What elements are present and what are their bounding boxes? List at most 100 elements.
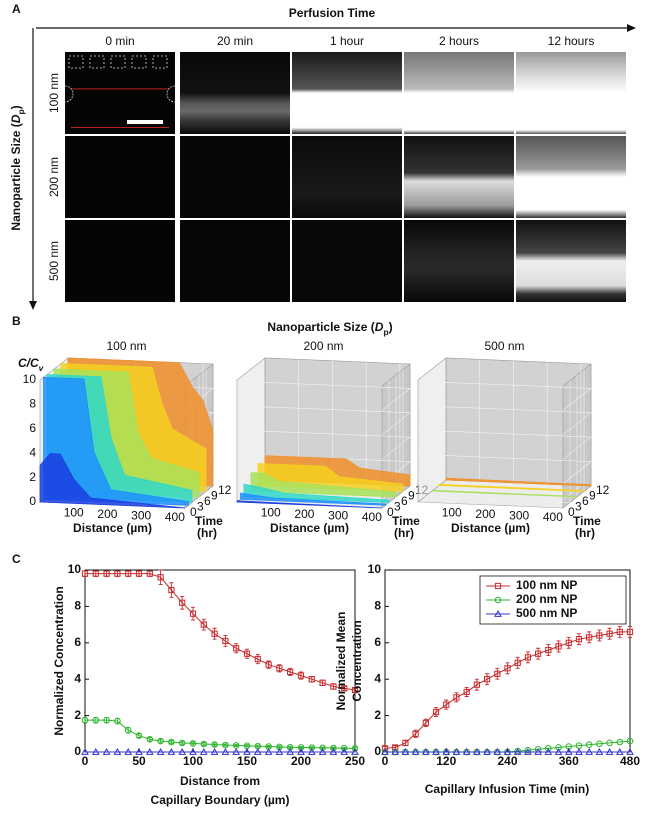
data-point — [211, 630, 218, 637]
data-point — [221, 747, 230, 755]
data-point — [297, 672, 305, 679]
data-point — [308, 676, 315, 683]
data-point — [135, 732, 143, 739]
data-point — [585, 741, 593, 749]
data-point — [340, 747, 349, 755]
data-point — [243, 650, 251, 657]
time-tick-label: 0 — [190, 505, 197, 519]
y-tick-label: 0 — [74, 744, 81, 758]
legend-marker — [494, 596, 502, 604]
scale-bar — [127, 120, 163, 124]
error-bar — [158, 738, 163, 744]
distance-tick-label: 100 — [442, 506, 462, 520]
data-point — [513, 747, 522, 755]
y-tick-label: 6 — [74, 635, 81, 649]
error-bar — [546, 644, 551, 656]
time-tick-label: 12 — [596, 483, 610, 497]
data-point — [114, 570, 121, 577]
data-point — [265, 661, 272, 668]
axis-title-part: p — [16, 109, 26, 114]
data-point — [535, 650, 542, 657]
distance-tick-label: 300 — [328, 508, 348, 522]
z-axis-title-part: C/C — [18, 356, 39, 370]
plot-title: 200 nm — [303, 339, 343, 353]
y-tick-label: 4 — [74, 671, 81, 685]
port-outline — [64, 85, 74, 103]
z-tick-label: 10 — [23, 372, 37, 386]
data-point — [564, 747, 573, 755]
row-label: 500 nm — [47, 241, 61, 281]
data-point — [351, 747, 359, 755]
data-point — [318, 747, 327, 755]
x-tick-label: 0 — [382, 754, 389, 768]
error-bar — [576, 633, 581, 646]
error-bar — [342, 686, 347, 691]
data-point — [555, 744, 562, 751]
data-point — [626, 747, 634, 755]
data-point — [145, 747, 154, 755]
y-tick-label: 10 — [368, 562, 382, 576]
data-point — [565, 639, 572, 646]
plot-frame — [84, 569, 356, 753]
data-point — [103, 716, 110, 724]
data-point — [483, 676, 491, 683]
y-axis-title: Normalized Concentration — [52, 586, 66, 735]
data-point — [463, 688, 470, 696]
panel-label: B — [12, 314, 21, 328]
micrograph — [65, 136, 175, 218]
error-bar — [223, 743, 228, 747]
data-point — [616, 628, 623, 635]
data-point — [443, 701, 450, 708]
x-tick-label: 150 — [237, 754, 257, 768]
data-point — [113, 747, 122, 755]
data-point — [401, 747, 410, 755]
distance-tick-label: 300 — [509, 508, 529, 522]
error-bar — [212, 627, 217, 640]
error-bar — [191, 606, 195, 621]
error-bar — [434, 706, 439, 717]
data-point — [586, 634, 593, 641]
data-point — [596, 632, 603, 639]
distance-tick-label: 300 — [131, 508, 151, 522]
data-point — [493, 747, 502, 755]
micrograph — [292, 136, 402, 218]
panel-label: C — [12, 552, 21, 566]
x-tick-label: 480 — [620, 754, 640, 768]
micrograph — [516, 220, 626, 302]
data-point — [514, 659, 521, 666]
time-tick-label: 6 — [401, 494, 408, 508]
data-point — [92, 716, 100, 724]
error-bar — [245, 648, 249, 659]
error-bar — [525, 651, 530, 664]
time-tick-label: 3 — [575, 500, 582, 514]
error-bar — [223, 635, 228, 647]
data-point — [626, 628, 634, 635]
distance-tick-label: 400 — [362, 510, 382, 524]
data-point — [544, 747, 553, 755]
micrograph — [180, 136, 290, 218]
data-point — [307, 747, 316, 755]
data-point — [156, 747, 165, 755]
data-point — [473, 681, 480, 688]
time-tick-label: 6 — [204, 494, 211, 508]
data-point — [402, 739, 409, 746]
data-point — [391, 747, 400, 755]
data-point — [168, 586, 175, 594]
port-outline — [166, 85, 176, 103]
data-point — [135, 570, 143, 577]
concentration-surface — [240, 492, 386, 506]
error-bar — [255, 654, 260, 665]
data-point — [275, 747, 284, 755]
distance-tick-label: 200 — [475, 507, 495, 521]
distance-tick-label: 100 — [64, 506, 84, 520]
data-point — [91, 747, 100, 755]
time-tick-label: 9 — [408, 489, 415, 503]
z-tick-label: 4 — [29, 445, 36, 459]
micrograph — [404, 220, 514, 302]
data-point — [494, 670, 501, 677]
error-bar — [212, 742, 217, 747]
data-point — [287, 668, 294, 676]
micrograph — [516, 136, 626, 218]
data-point — [524, 747, 532, 755]
x-tick-label: 200 — [291, 754, 311, 768]
